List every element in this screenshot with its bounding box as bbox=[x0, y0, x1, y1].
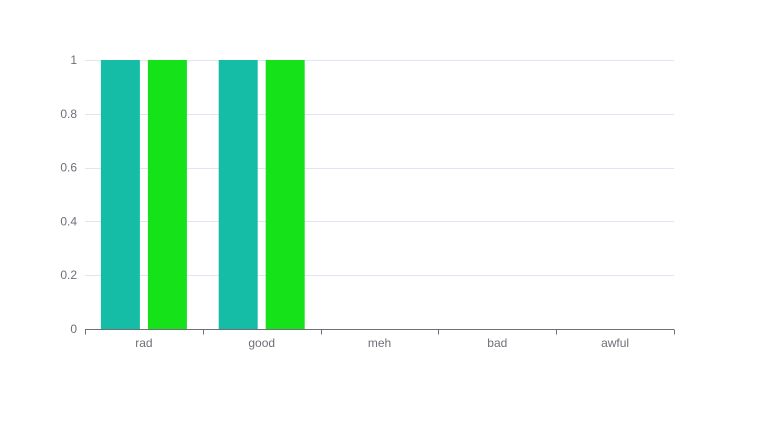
x-tick-label-meh: meh bbox=[368, 336, 391, 350]
x-tick-label-bad: bad bbox=[487, 336, 507, 350]
bar-good-series-1[interactable] bbox=[218, 60, 258, 329]
bars bbox=[100, 60, 305, 329]
y-tick-label: 0.4 bbox=[60, 214, 77, 228]
y-axis-tick-labels: 0 0.2 0.4 0.6 0.8 1 bbox=[60, 53, 77, 336]
x-axis bbox=[85, 329, 675, 335]
x-tick-label-rad: rad bbox=[135, 336, 152, 350]
y-tick-label: 0.6 bbox=[60, 161, 77, 175]
y-tick-label: 0.8 bbox=[60, 107, 77, 121]
y-tick-label: 0 bbox=[70, 322, 77, 336]
bar-good-series-2[interactable] bbox=[265, 60, 305, 329]
x-axis-tick-labels: rad good meh bad awful bbox=[135, 336, 629, 350]
bar-rad-series-2[interactable] bbox=[147, 60, 187, 329]
bar-rad-series-1[interactable] bbox=[100, 60, 140, 329]
y-tick-label: 0.2 bbox=[60, 268, 77, 282]
y-tick-label: 1 bbox=[70, 53, 77, 67]
x-tick-label-awful: awful bbox=[601, 336, 629, 350]
x-tick-label-good: good bbox=[248, 336, 275, 350]
